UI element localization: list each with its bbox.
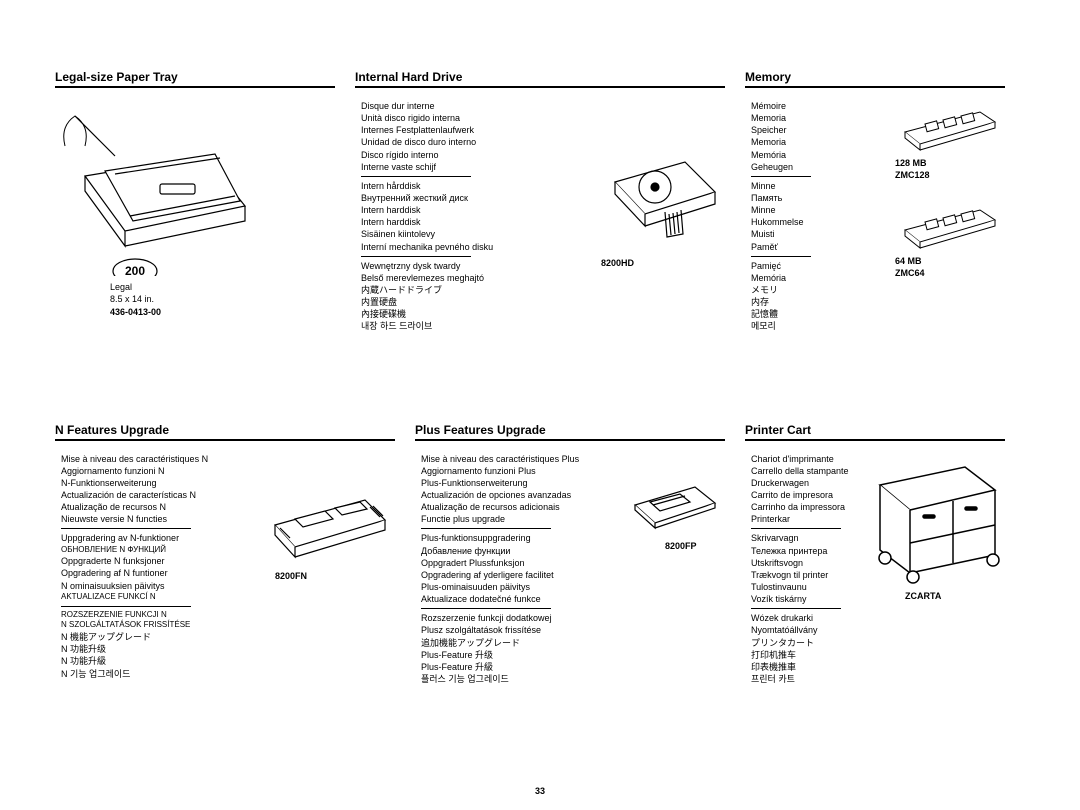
legal-spec1: Legal [110, 282, 335, 294]
page-number: 33 [0, 786, 1080, 796]
plusfeat-langs: Mise à niveau des caractéristiques Plus … [415, 453, 579, 686]
hdd-langs: Disque dur interne Unità disco rigido in… [355, 100, 493, 333]
legal-tray-title: Legal-size Paper Tray [55, 70, 335, 88]
memory-128-illustration [895, 102, 1005, 152]
memory-64-code: ZMC64 [895, 268, 1005, 278]
hdd-title: Internal Hard Drive [355, 70, 725, 88]
cart-langs: Chariot d'imprimante Carrello della stam… [745, 453, 849, 686]
memory-langs: Mémoire Memoria Speicher Memoria Memória… [745, 100, 811, 333]
nfeat-title: N Features Upgrade [55, 423, 395, 441]
cart-part: ZCARTA [865, 591, 1005, 601]
memory-64-label: 64 MB [895, 256, 1005, 266]
memory-64-illustration [895, 200, 1005, 250]
hdd-part: 8200HD [595, 258, 725, 268]
svg-text:200: 200 [125, 264, 145, 276]
plusfeat-illustration [625, 475, 725, 535]
nfeat-part: 8200FN [265, 571, 395, 581]
nfeat-illustration [265, 475, 395, 565]
legal-tray-part: 436-0413-00 [110, 307, 335, 319]
hdd-illustration [595, 142, 725, 252]
legal-spec2: 8.5 x 14 in. [110, 294, 335, 306]
memory-128-label: 128 MB [895, 158, 1005, 168]
legal-tray-illustration: 200 [55, 96, 335, 276]
cart-title: Printer Cart [745, 423, 1005, 441]
plusfeat-part: 8200FP [625, 541, 725, 551]
memory-title: Memory [745, 70, 1005, 88]
cart-illustration [865, 455, 1005, 585]
memory-128-code: ZMC128 [895, 170, 1005, 180]
plusfeat-title: Plus Features Upgrade [415, 423, 725, 441]
nfeat-langs: Mise à niveau des caractéristiques N Agg… [55, 453, 208, 680]
